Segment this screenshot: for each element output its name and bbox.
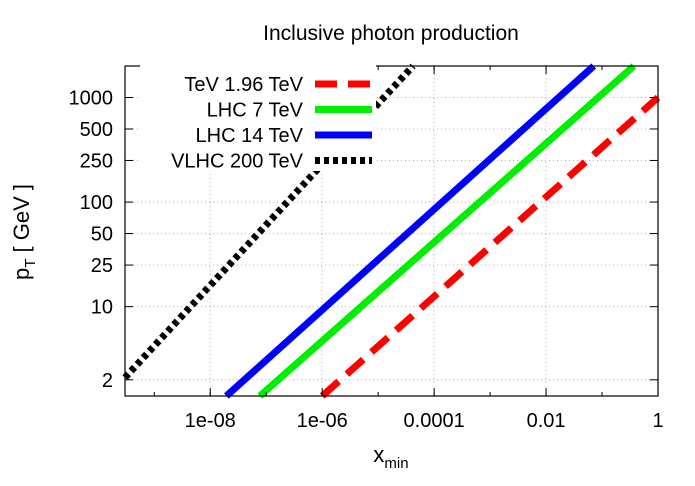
y-axis-label-sub: T: [22, 259, 39, 268]
y-tick-label: 50: [91, 224, 113, 246]
y-tick-label: 500: [80, 119, 113, 141]
x-tick-label: 1: [652, 410, 663, 432]
legend-label: VLHC 200 TeV: [171, 151, 304, 173]
y-tick-label: 250: [80, 150, 113, 172]
series-line: [257, 63, 637, 399]
y-tick-label: 100: [80, 192, 113, 214]
legend-label: TeV 1.96 TeV: [184, 74, 303, 96]
legend-label: LHC 14 TeV: [196, 125, 304, 147]
y-axis-label-main: p: [9, 268, 34, 280]
x-tick-label: 1e-08: [185, 410, 236, 432]
y-axis-label-rest: [ GeV ]: [9, 184, 34, 259]
x-axis-label-main: x: [373, 442, 384, 467]
y-tick-label: 2: [102, 370, 113, 392]
y-tick-label: 25: [91, 255, 113, 277]
x-tick-label: 1e-06: [297, 410, 348, 432]
ticks: 1e-08 1e-06 0.0001 0.01 1 2 10 25 50 100 250 500 100…: [69, 66, 664, 432]
y-axis-label: pT [ GeV ]: [9, 184, 39, 280]
x-tick-label: 0.0001: [404, 410, 465, 432]
plot-frame: [124, 65, 659, 397]
x-axis-label-sub: min: [384, 455, 408, 472]
x-tick-label: 0.01: [527, 410, 566, 432]
series-line: [224, 63, 597, 399]
legend: TeV 1.96 TeV LHC 7 TeV LHC 14 TeV VLHC 200 …: [140, 65, 376, 173]
y-tick-label: 10: [91, 297, 113, 319]
chart-title: Inclusive photon production: [263, 22, 519, 45]
legend-label: LHC 7 TeV: [207, 100, 304, 122]
x-axis-label: xmin: [373, 442, 408, 472]
series-line: [319, 94, 661, 399]
y-tick-label: 1000: [69, 87, 114, 109]
